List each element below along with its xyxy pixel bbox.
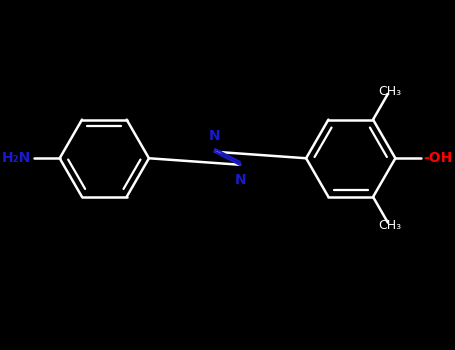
Text: CH₃: CH₃ [378,85,401,98]
Text: H₂N: H₂N [2,151,31,165]
Text: N: N [234,173,246,187]
Text: N: N [209,130,221,144]
Text: CH₃: CH₃ [378,219,401,232]
Text: -OH: -OH [423,151,453,165]
